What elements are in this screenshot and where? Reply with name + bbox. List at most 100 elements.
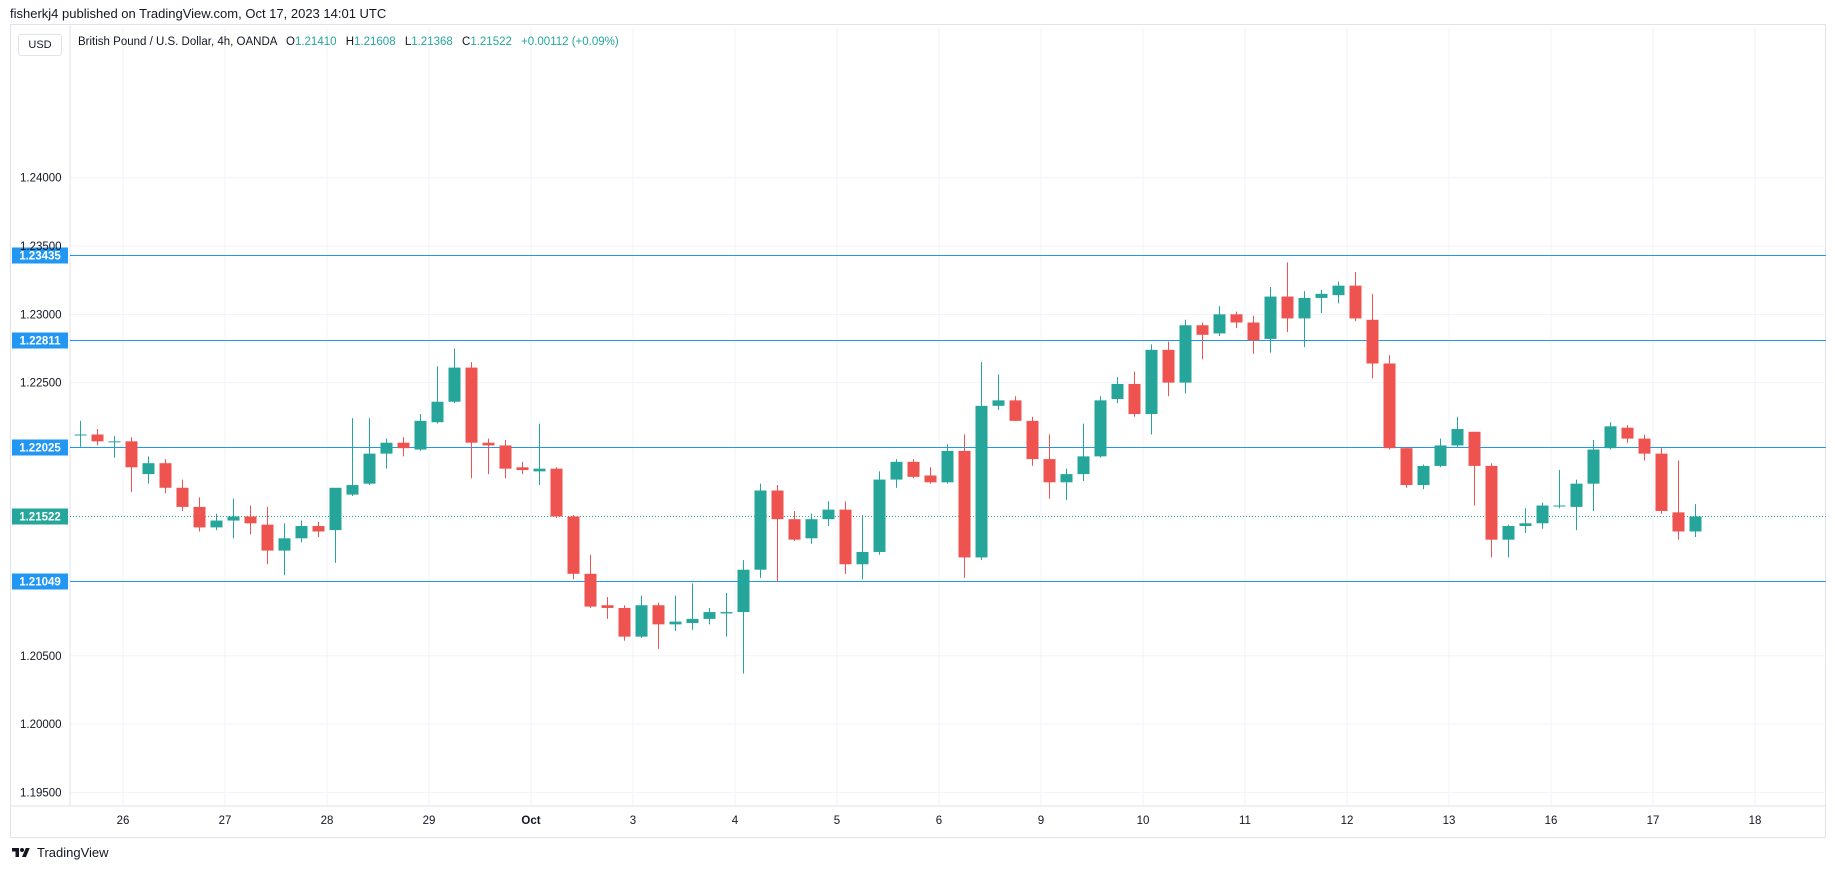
candle-body — [618, 607, 631, 637]
horizontal-lines-layer: 1.23435 1.22811 1.22025 1.21049 1.21522 — [12, 247, 1826, 590]
price-axis: 1.19500 1.20000 1.20500 1.22500 1.23000 1.235… — [20, 173, 62, 800]
price-tick-label: 1.20500 — [20, 651, 62, 663]
candle — [431, 366, 444, 424]
footer-brand[interactable]: TradingView — [10, 845, 109, 860]
time-tick-label: Oct — [521, 815, 540, 827]
time-tick-label: 13 — [1443, 815, 1456, 827]
candle — [890, 459, 903, 488]
candle-body — [1434, 445, 1447, 466]
legend-close-key: C — [462, 36, 471, 48]
tradingview-logo-icon — [12, 847, 30, 857]
candle-body — [244, 516, 257, 524]
candle — [822, 501, 835, 527]
candle-body — [1587, 449, 1600, 484]
candle-body — [1689, 516, 1702, 532]
candles-layer — [74, 262, 1702, 674]
candle-body — [1553, 505, 1566, 507]
candle-body — [125, 441, 138, 468]
candle — [193, 497, 206, 532]
candle-body — [1264, 296, 1277, 339]
time-tick-label: 11 — [1239, 815, 1251, 827]
candle — [1230, 311, 1243, 328]
candle-body — [1604, 426, 1617, 449]
time-tick-label: 26 — [117, 815, 130, 827]
candle — [1043, 434, 1056, 499]
candle — [703, 607, 716, 625]
candle-body — [431, 401, 444, 423]
candle — [1332, 281, 1345, 304]
candle — [346, 418, 359, 496]
time-tick-label: 12 — [1341, 815, 1354, 827]
candle — [1366, 293, 1379, 379]
candle-body — [1315, 293, 1328, 298]
candle-body — [1638, 438, 1651, 454]
candle — [1655, 448, 1668, 514]
candle — [295, 520, 308, 543]
candle — [125, 437, 138, 492]
candle — [941, 444, 954, 484]
publish-info: fisherkj4 published on TradingView.com, … — [10, 6, 387, 21]
candle-body — [754, 490, 767, 570]
candle-body — [1077, 456, 1090, 475]
currency-button[interactable]: USD — [18, 34, 62, 56]
level-price-tag — [12, 508, 68, 525]
candle-body — [992, 400, 1005, 406]
candle — [380, 438, 393, 469]
candle-body — [499, 445, 512, 469]
candle-body — [261, 524, 274, 551]
candle — [754, 483, 767, 578]
price-tick-label: 1.23500 — [20, 241, 62, 253]
candle — [924, 467, 937, 484]
candle-body — [295, 526, 308, 539]
candle — [176, 479, 189, 511]
candle-body — [1128, 383, 1141, 415]
candle-body — [1570, 483, 1583, 507]
candle-body — [669, 621, 682, 625]
level-price-tag — [12, 573, 68, 590]
level-price-tag — [12, 332, 68, 349]
candle — [1349, 271, 1362, 322]
candle — [1485, 463, 1498, 558]
candle-body — [856, 551, 869, 565]
price-tick-label: 1.22500 — [20, 378, 62, 390]
candle-body — [771, 490, 784, 520]
candle-body — [1213, 314, 1226, 334]
candle — [1400, 446, 1413, 488]
price-tick-label: 1.24000 — [20, 173, 62, 185]
candle — [635, 595, 648, 639]
candle — [397, 437, 410, 457]
candle — [771, 485, 784, 583]
candle-body — [1043, 459, 1056, 483]
candle — [1502, 524, 1515, 558]
candle — [1451, 416, 1464, 447]
candle-body — [1162, 349, 1175, 383]
candle-body — [703, 612, 716, 619]
candle — [227, 498, 240, 539]
candle-body — [686, 618, 699, 623]
candle — [1553, 470, 1566, 509]
candle — [1264, 287, 1277, 353]
candle-body — [788, 519, 801, 540]
time-axis: 26 27 28 29 Oct 3 4 5 6 9 10 11 12 13 16 17 18 — [117, 815, 1762, 827]
candle — [550, 467, 563, 518]
level-price-label: 1.21049 — [19, 577, 61, 589]
time-tick-label: 28 — [321, 815, 334, 827]
candle-body — [1179, 325, 1192, 383]
candle — [1587, 439, 1600, 511]
grid-layer — [10, 24, 1826, 807]
candle-body — [1383, 363, 1396, 449]
candle-body — [448, 367, 461, 402]
price-tick-label: 1.20000 — [20, 719, 62, 731]
candle — [74, 420, 87, 447]
candle — [1519, 508, 1532, 533]
candle — [584, 554, 597, 608]
candle — [1077, 423, 1090, 481]
candle — [448, 348, 461, 404]
candle — [1468, 431, 1481, 506]
level-price-label: 1.22025 — [19, 443, 61, 455]
candle-body — [1519, 523, 1532, 527]
candle — [652, 602, 665, 649]
candle — [1604, 422, 1617, 450]
time-tick-label: 10 — [1137, 815, 1150, 827]
